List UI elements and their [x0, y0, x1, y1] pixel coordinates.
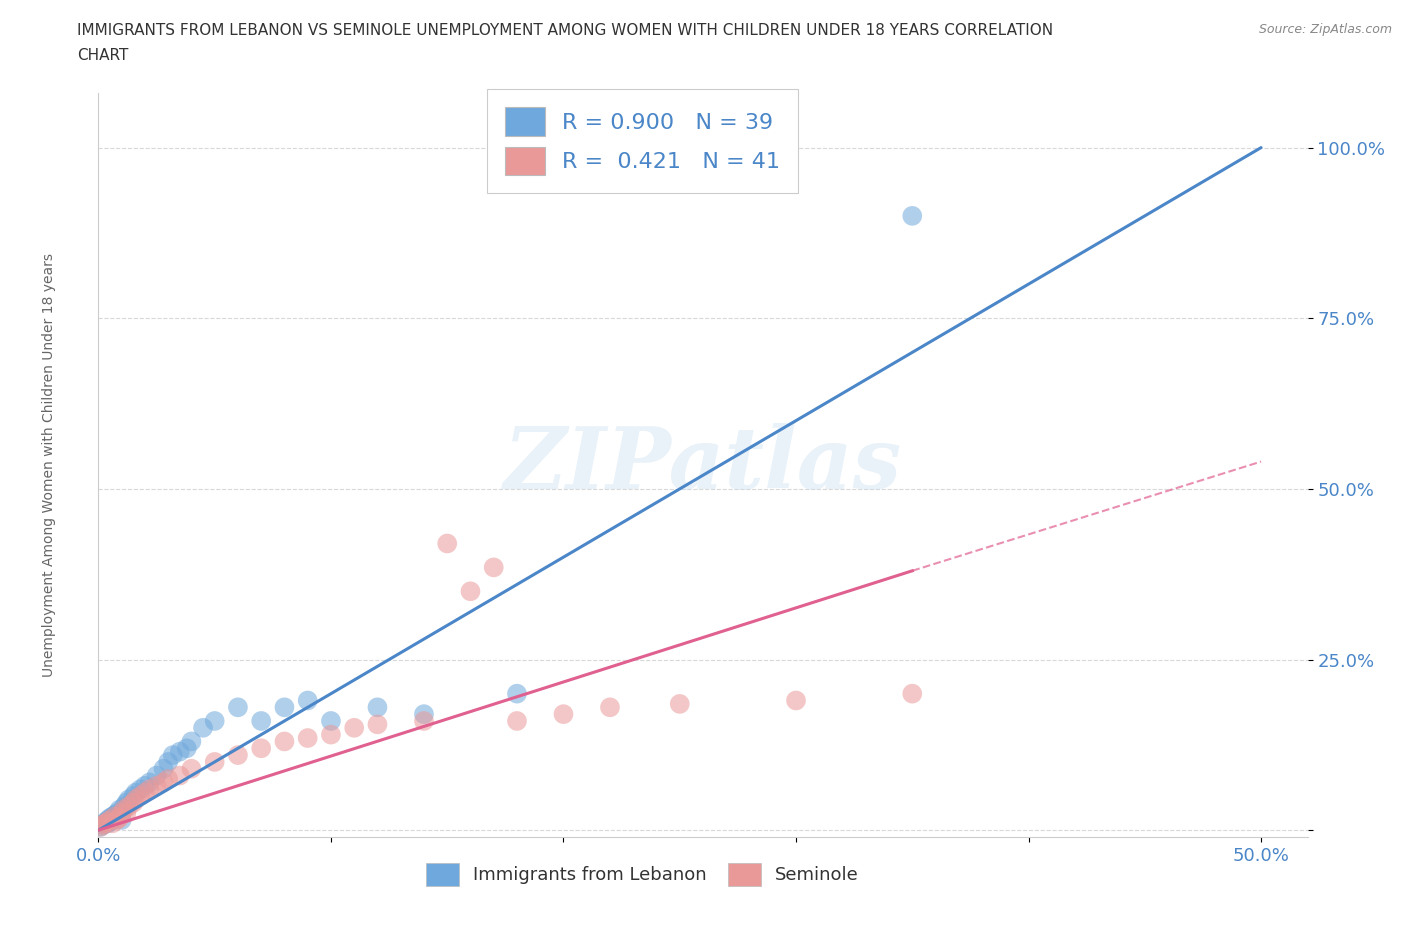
- Point: [668, 697, 690, 711]
- Point: [118, 799, 141, 814]
- Point: [436, 536, 458, 551]
- Point: [94, 816, 117, 830]
- Point: [104, 808, 127, 823]
- Text: ZIPatlas: ZIPatlas: [503, 423, 903, 507]
- Point: [145, 768, 167, 783]
- Point: [157, 772, 180, 787]
- Point: [115, 805, 138, 820]
- Point: [97, 815, 120, 830]
- Point: [115, 795, 138, 810]
- Point: [506, 686, 529, 701]
- Point: [129, 782, 152, 797]
- Point: [152, 775, 174, 790]
- Point: [204, 754, 226, 769]
- Point: [162, 748, 184, 763]
- Point: [169, 768, 191, 783]
- Point: [599, 700, 621, 715]
- Point: [506, 713, 529, 728]
- Point: [134, 778, 156, 793]
- Point: [273, 700, 295, 715]
- Point: [105, 813, 128, 828]
- Point: [112, 803, 135, 817]
- Point: [152, 762, 174, 777]
- Point: [180, 734, 202, 749]
- Point: [157, 754, 180, 769]
- Point: [122, 789, 145, 804]
- Point: [94, 815, 117, 830]
- Text: CHART: CHART: [77, 48, 129, 63]
- Point: [250, 741, 273, 756]
- Point: [134, 785, 156, 800]
- Point: [138, 775, 160, 790]
- Point: [98, 810, 121, 825]
- Text: IMMIGRANTS FROM LEBANON VS SEMINOLE UNEMPLOYMENT AMONG WOMEN WITH CHILDREN UNDER: IMMIGRANTS FROM LEBANON VS SEMINOLE UNEM…: [77, 23, 1053, 38]
- Point: [319, 727, 342, 742]
- Point: [901, 686, 924, 701]
- Point: [91, 817, 114, 832]
- Point: [94, 816, 117, 830]
- Point: [90, 819, 112, 834]
- Point: [108, 810, 131, 825]
- Text: Unemployment Among Women with Children Under 18 years: Unemployment Among Women with Children U…: [42, 253, 56, 677]
- Point: [785, 693, 807, 708]
- Point: [101, 809, 124, 824]
- Point: [122, 795, 145, 810]
- Point: [273, 734, 295, 749]
- Point: [98, 813, 121, 828]
- Point: [112, 799, 135, 814]
- Point: [413, 713, 436, 728]
- Point: [90, 819, 112, 834]
- Point: [97, 816, 120, 830]
- Point: [366, 700, 388, 715]
- Point: [176, 741, 198, 756]
- Point: [482, 560, 505, 575]
- Point: [226, 748, 249, 763]
- Point: [204, 713, 226, 728]
- Point: [101, 816, 124, 830]
- Point: [297, 693, 319, 708]
- Point: [91, 817, 114, 832]
- Point: [124, 785, 146, 800]
- Point: [901, 208, 924, 223]
- Point: [97, 813, 120, 828]
- Point: [297, 731, 319, 746]
- Point: [105, 805, 128, 820]
- Point: [118, 792, 141, 807]
- Point: [460, 584, 482, 599]
- Point: [250, 713, 273, 728]
- Text: Source: ZipAtlas.com: Source: ZipAtlas.com: [1258, 23, 1392, 36]
- Point: [319, 713, 342, 728]
- Point: [553, 707, 575, 722]
- Point: [124, 792, 146, 807]
- Point: [413, 707, 436, 722]
- Point: [343, 721, 366, 736]
- Point: [366, 717, 388, 732]
- Point: [145, 778, 167, 793]
- Legend: Immigrants from Lebanon, Seminole: Immigrants from Lebanon, Seminole: [418, 854, 868, 895]
- Point: [104, 809, 127, 824]
- Point: [111, 813, 134, 828]
- Point: [169, 744, 191, 759]
- Point: [138, 782, 160, 797]
- Point: [98, 815, 121, 830]
- Point: [108, 803, 131, 817]
- Point: [129, 789, 152, 804]
- Point: [180, 762, 202, 777]
- Point: [226, 700, 249, 715]
- Point: [111, 805, 134, 820]
- Point: [191, 721, 214, 736]
